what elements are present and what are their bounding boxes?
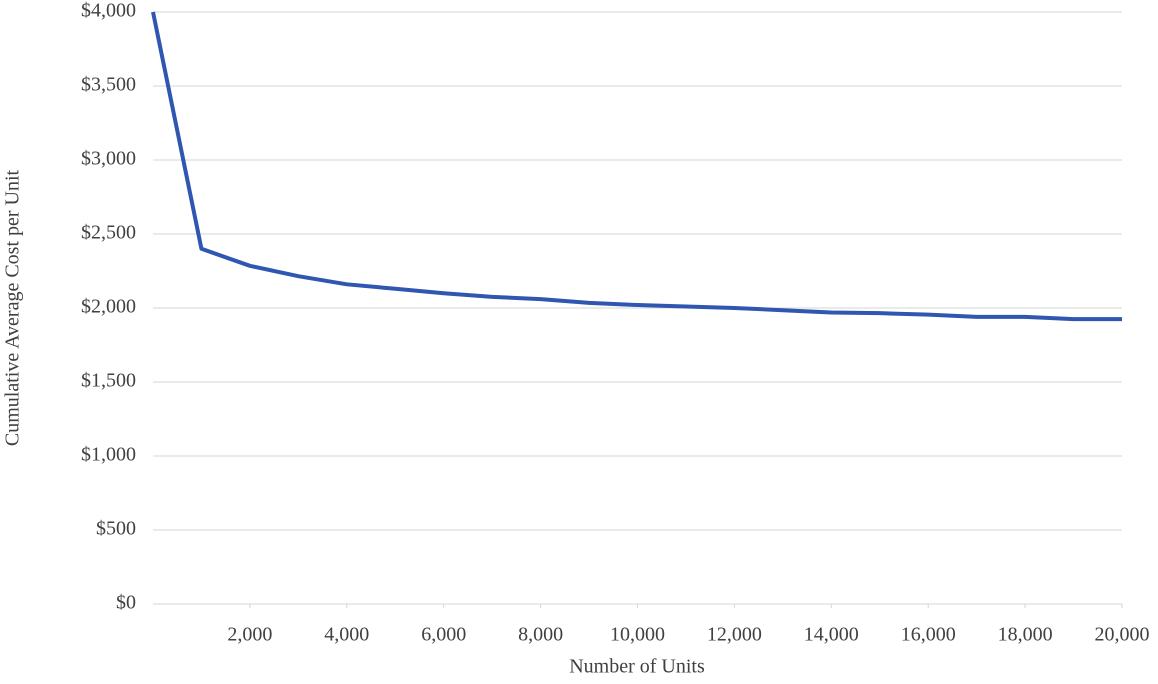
x-tick-label: 10,000 <box>610 624 665 646</box>
x-tick-label: 12,000 <box>707 624 762 646</box>
y-tick-label: $1,500 <box>81 370 136 392</box>
x-tick-label: 14,000 <box>804 624 859 646</box>
x-tick-label: 16,000 <box>901 624 956 646</box>
line <box>151 11 1122 322</box>
x-tick-label: 8,000 <box>518 624 563 646</box>
y-tick-label: $4,000 <box>81 0 136 22</box>
y-tick-label: $500 <box>96 518 136 540</box>
y-tick-label: $1,000 <box>81 444 136 466</box>
x-tick-label: 2,000 <box>227 624 272 646</box>
y-tick-label: $2,500 <box>81 222 136 244</box>
y-tick-label: $0 <box>116 592 136 614</box>
y-tick-label: $2,000 <box>81 296 136 318</box>
x-tick-label: 20,000 <box>1095 624 1150 646</box>
y-tick-label: $3,000 <box>81 148 136 170</box>
x-tick-label: 18,000 <box>998 624 1053 646</box>
x-tick-label: 6,000 <box>421 624 466 646</box>
x-tick-label: 4,000 <box>324 624 369 646</box>
y-tick-label: $3,500 <box>81 74 136 96</box>
y-axis-title: Cumulative Average Cost per Unit <box>2 169 24 446</box>
x-axis-title: Number of Units <box>569 656 705 678</box>
